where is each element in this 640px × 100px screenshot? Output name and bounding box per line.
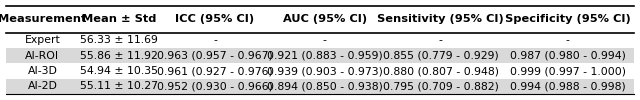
Text: 0.999 (0.997 - 1.000): 0.999 (0.997 - 1.000) xyxy=(509,66,626,76)
Text: 0.795 (0.709 - 0.882): 0.795 (0.709 - 0.882) xyxy=(383,82,499,92)
Text: 0.855 (0.779 - 0.929): 0.855 (0.779 - 0.929) xyxy=(383,51,499,61)
Text: Specificity (95% CI): Specificity (95% CI) xyxy=(505,14,630,24)
Text: Expert: Expert xyxy=(24,35,60,45)
Text: -: - xyxy=(566,35,570,45)
Text: AI-3D: AI-3D xyxy=(28,66,58,76)
Text: 0.939 (0.903 - 0.973): 0.939 (0.903 - 0.973) xyxy=(267,66,383,76)
Text: 0.963 (0.957 - 0.967): 0.963 (0.957 - 0.967) xyxy=(157,51,273,61)
Bar xyxy=(6,63,634,79)
Text: 0.961 (0.927 - 0.976): 0.961 (0.927 - 0.976) xyxy=(157,66,273,76)
Text: ICC (95% CI): ICC (95% CI) xyxy=(175,14,255,24)
Text: AI-ROI: AI-ROI xyxy=(26,51,60,61)
Text: Sensitivity (95% CI): Sensitivity (95% CI) xyxy=(378,14,504,24)
Bar xyxy=(6,79,634,94)
Text: 56.33 ± 11.69: 56.33 ± 11.69 xyxy=(81,35,158,45)
Text: Mean ± Std: Mean ± Std xyxy=(82,14,157,24)
Text: AI-2D: AI-2D xyxy=(28,82,58,92)
Text: -: - xyxy=(439,35,443,45)
Text: -: - xyxy=(213,35,217,45)
Text: 55.86 ± 11.92: 55.86 ± 11.92 xyxy=(81,51,158,61)
Bar xyxy=(6,48,634,63)
Text: AUC (95% CI): AUC (95% CI) xyxy=(283,14,367,24)
Text: 54.94 ± 10.35: 54.94 ± 10.35 xyxy=(80,66,158,76)
Text: 55.11 ± 10.27: 55.11 ± 10.27 xyxy=(80,82,158,92)
Text: 0.880 (0.807 - 0.948): 0.880 (0.807 - 0.948) xyxy=(383,66,499,76)
Text: -: - xyxy=(323,35,326,45)
Text: 0.921 (0.883 - 0.959): 0.921 (0.883 - 0.959) xyxy=(267,51,383,61)
Text: 0.987 (0.980 - 0.994): 0.987 (0.980 - 0.994) xyxy=(510,51,626,61)
Text: 0.952 (0.930 - 0.966): 0.952 (0.930 - 0.966) xyxy=(157,82,273,92)
Text: 0.894 (0.850 - 0.938): 0.894 (0.850 - 0.938) xyxy=(267,82,383,92)
Bar xyxy=(6,33,634,48)
Text: 0.994 (0.988 - 0.998): 0.994 (0.988 - 0.998) xyxy=(510,82,626,92)
Text: Measurement: Measurement xyxy=(0,14,86,24)
